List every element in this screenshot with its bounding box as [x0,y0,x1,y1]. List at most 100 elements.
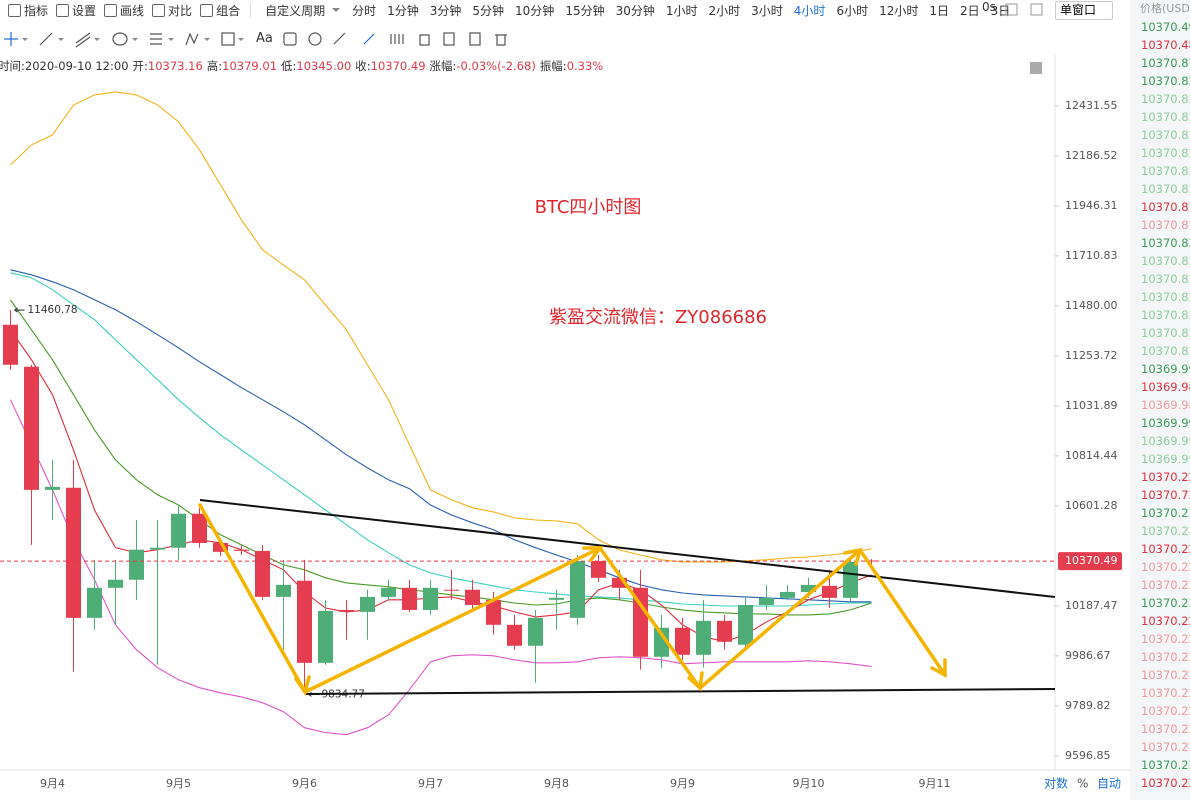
price-list-item: 10370.23 [1141,524,1190,538]
price-list: 价格(USDT 10370.49 10370.48 10370.87 10370.82 1… [1130,0,1190,800]
period-button[interactable]: 12小时 [879,3,919,18]
candle-body [423,587,438,610]
window-select[interactable]: 单窗口 [1055,1,1113,20]
candle-body [150,547,165,550]
period-button[interactable]: 10分钟 [515,3,555,18]
tool-icon [200,3,214,17]
tool-button[interactable]: 组合 [200,2,240,19]
y-tick-label: 10814.44 [1065,449,1118,462]
info-item: 振幅:0.33% [540,59,603,73]
price-list-item: 10370.22 [1141,776,1190,790]
info-item: 收:10370.49 [355,59,425,73]
custom-period[interactable]: 自定义周期 [265,3,326,18]
tool-button[interactable]: 画线 [104,2,144,19]
y-tick-label: 11946.31 [1065,199,1118,212]
price-list-item: 10370.22 [1141,740,1190,754]
period-button[interactable]: 2小时 [708,3,741,18]
candle-body [654,627,669,657]
candle-body [612,577,627,588]
axis-option: % [1077,777,1088,791]
candle-body [213,542,228,552]
extreme-label: 11460.78 [28,304,78,316]
price-list-item: 10370.23 [1141,758,1190,772]
x-tick-label: 9月10 [793,777,825,790]
period-button[interactable]: 1小时 [665,3,698,18]
y-tick-label: 11710.83 [1065,249,1118,262]
candle-body [66,487,81,618]
price-list-item: 10370.22 [1141,614,1190,628]
tool-button[interactable]: 对比 [152,2,192,19]
tool-icon [152,3,166,17]
period-button[interactable]: 4小时 [793,3,826,18]
indicator-line [10,91,872,563]
info-label: 开: [132,59,148,73]
top-toolbar: 指标 设置 画线 对比 组合 自定义周期 分时 1分钟 3分钟 5分钟 10分钟 15分钟 30分钟… [0,0,1130,20]
x-tick-label: 9月6 [292,777,317,790]
price-list-item: 10370.22 [1141,704,1190,718]
period-button[interactable]: 3小时 [751,3,783,18]
candle-body [381,587,396,597]
info-item: 时间:2020-09-10 12:00 [0,59,129,73]
price-list-item: 10370.82 [1141,92,1190,106]
tool-icon [56,3,70,17]
price-list-item: 10370.82 [1141,254,1190,268]
indicator-line [10,299,872,616]
chart-title: BTC四小时图 [535,197,642,218]
price-list-item: 10370.22 [1141,542,1190,556]
info-value: 2020-09-10 12:00 [24,59,129,73]
tool-label: 设置 [72,3,97,18]
price-list-item: 10370.82 [1141,272,1190,286]
tool-label: 对比 [168,3,193,18]
period-button[interactable]: 30分钟 [615,3,655,18]
period-button[interactable]: 3分钟 [429,3,462,18]
candle-body [843,561,858,598]
price-list-item: 10370.87 [1141,56,1190,70]
separator [250,2,252,18]
y-tick-label: 11480.00 [1065,299,1118,312]
last-price-box [1058,552,1122,571]
price-list-item: 10370.22 [1141,668,1190,682]
candle-body [591,561,606,578]
price-list-item: 10370.22 [1141,650,1190,664]
period-button[interactable]: 1日 [929,3,949,18]
indicator-line [10,329,872,643]
period-button[interactable]: 1分钟 [387,3,419,18]
corner-button[interactable] [1030,62,1042,74]
info-value: 10379.01 [222,59,278,73]
candle-body [486,599,501,625]
candle-body [465,589,480,606]
axis-option: 对数 [1044,776,1068,791]
candle-body [696,620,711,655]
price-list-item: 10370.49 [1141,20,1190,34]
candle-body [759,597,774,606]
period-button[interactable]: 分时 [352,3,377,18]
info-label: 高: [206,59,223,73]
info-item: 涨幅:-0.03%(-2.68) [430,59,536,73]
period-button[interactable]: 3日 [990,3,1011,18]
candle-body [108,579,123,588]
draw-tool-icons [4,32,507,48]
price-list-item: 10369.98 [1141,380,1190,394]
info-label: 收: [355,59,371,73]
y-tick-label: 11031.89 [1065,399,1118,412]
tool-button[interactable]: 设置 [56,2,96,19]
candle-body [507,624,522,646]
y-tick-label: 9596.85 [1065,749,1111,762]
period-button[interactable]: 2日 [960,3,980,18]
candle-body [633,587,648,657]
price-list-item: 10369.98 [1141,398,1190,412]
x-tick-label: 9月9 [670,777,695,790]
candle-body [129,549,144,580]
text-tool[interactable]: Aa [256,31,273,46]
price-list-item: 10369.99 [1141,416,1190,430]
price-list-header: 价格(USDT [1140,2,1190,15]
period-button[interactable]: 5分钟 [472,3,505,18]
tool-label: 组合 [216,3,241,18]
price-list-item: 10370.73 [1141,488,1190,502]
price-list-item: 10370.81 [1141,218,1190,232]
period-button[interactable]: 6小时 [836,3,869,18]
period-button[interactable]: 15分钟 [565,3,605,18]
extreme-arrow [14,307,25,313]
tool-group: 指标 设置 画线 对比 组合 [0,2,240,19]
tool-button[interactable]: 指标 [8,2,48,19]
